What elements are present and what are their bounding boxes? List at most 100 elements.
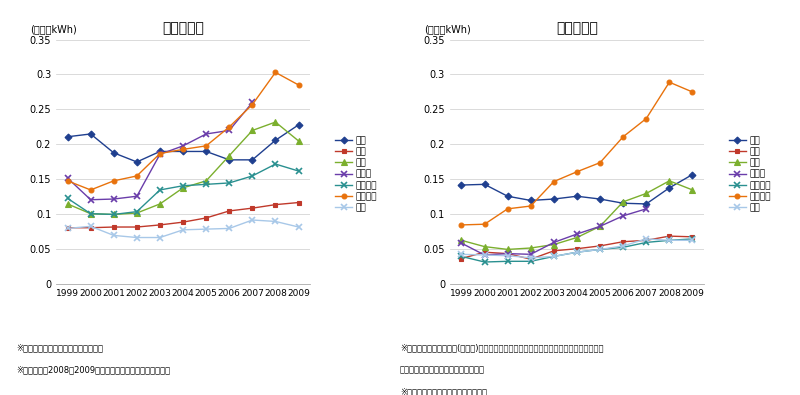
日本	[109, 150, 118, 155]
韓国	[688, 238, 698, 243]
米国	[225, 209, 234, 213]
イタリア	[62, 179, 72, 183]
日本	[480, 182, 490, 187]
米国	[155, 222, 165, 227]
イタリア	[665, 80, 674, 85]
英国	[86, 211, 95, 216]
ドイツ	[642, 207, 651, 211]
米国	[270, 202, 280, 207]
英国	[270, 120, 280, 124]
Text: ※アメリカについては課税前の価格。: ※アメリカについては課税前の価格。	[400, 387, 487, 395]
英国	[202, 179, 211, 183]
米国	[247, 206, 257, 211]
イタリア	[503, 207, 513, 211]
フランス	[132, 209, 142, 214]
ドイツ	[178, 143, 188, 148]
韓国	[595, 247, 605, 252]
米国	[178, 220, 188, 224]
日本	[132, 160, 142, 164]
ドイツ	[247, 100, 257, 105]
日本	[688, 172, 698, 177]
イタリア	[202, 143, 211, 148]
ドイツ	[132, 194, 142, 199]
ドイツ	[526, 252, 535, 257]
イタリア	[642, 116, 651, 121]
Line: 米国: 米国	[65, 200, 301, 230]
ドイツ	[109, 197, 118, 201]
米国	[294, 200, 303, 205]
ドイツ	[595, 224, 605, 229]
米国	[62, 226, 72, 230]
フランス	[526, 259, 535, 264]
日本	[618, 201, 628, 206]
英国	[294, 139, 303, 143]
イタリア	[457, 222, 466, 227]
米国	[503, 251, 513, 256]
韓国	[225, 226, 234, 231]
イタリア	[480, 222, 490, 227]
ドイツ	[480, 253, 490, 258]
フランス	[688, 237, 698, 241]
米国	[109, 225, 118, 229]
英国	[618, 199, 628, 204]
フランス	[225, 181, 234, 185]
米国	[202, 216, 211, 220]
英国	[480, 244, 490, 249]
日本	[225, 158, 234, 162]
日本	[457, 182, 466, 187]
韓国	[618, 244, 628, 248]
イタリア	[549, 179, 558, 184]
日本	[178, 149, 188, 154]
日本	[665, 186, 674, 190]
英国	[595, 224, 605, 229]
イタリア	[178, 147, 188, 152]
ドイツ	[62, 176, 72, 181]
日本	[503, 194, 513, 199]
Line: 英国: 英国	[65, 119, 302, 217]
日本	[549, 197, 558, 201]
米国	[132, 225, 142, 229]
米国	[457, 256, 466, 261]
イタリア	[572, 169, 582, 174]
ドイツ	[572, 231, 582, 236]
米国	[480, 250, 490, 255]
フランス	[247, 173, 257, 178]
英国	[526, 246, 535, 250]
日本	[247, 158, 257, 162]
Line: イタリア: イタリア	[65, 70, 301, 192]
フランス	[62, 196, 72, 201]
日本	[595, 197, 605, 201]
韓国	[294, 225, 303, 229]
Text: ※ドイツは，2008，2009年のデータが公開されていない。: ※ドイツは，2008，2009年のデータが公開されていない。	[16, 365, 170, 374]
イタリア	[225, 124, 234, 129]
Line: フランス: フランス	[65, 161, 302, 218]
英国	[132, 211, 142, 215]
日本	[572, 194, 582, 199]
韓国	[86, 224, 95, 229]
韓国	[109, 233, 118, 238]
英国	[457, 238, 466, 243]
英国	[549, 242, 558, 247]
米国	[595, 244, 605, 248]
韓国	[457, 252, 466, 257]
韓国	[665, 238, 674, 243]
Text: (ドル／kWh): (ドル／kWh)	[425, 24, 471, 35]
韓国	[155, 235, 165, 240]
フランス	[549, 254, 558, 259]
米国	[618, 239, 628, 244]
フランス	[86, 211, 95, 216]
イタリア	[270, 70, 280, 75]
米国	[642, 238, 651, 243]
ドイツ	[457, 241, 466, 245]
フランス	[665, 238, 674, 243]
Text: ※アメリカについては課税前の価格。: ※アメリカについては課税前の価格。	[16, 344, 103, 353]
米国	[688, 235, 698, 239]
ドイツ	[549, 240, 558, 245]
ドイツ	[618, 213, 628, 218]
英国	[109, 212, 118, 217]
日本	[86, 132, 95, 136]
韓国	[503, 253, 513, 258]
フランス	[572, 250, 582, 255]
イタリア	[86, 188, 95, 192]
Text: ※料金の中には，業務用(商業用)の料金を含むものと含まないものがある。日本の産業用: ※料金の中には，業務用(商業用)の料金を含むものと含まないものがある。日本の産業…	[400, 344, 603, 353]
